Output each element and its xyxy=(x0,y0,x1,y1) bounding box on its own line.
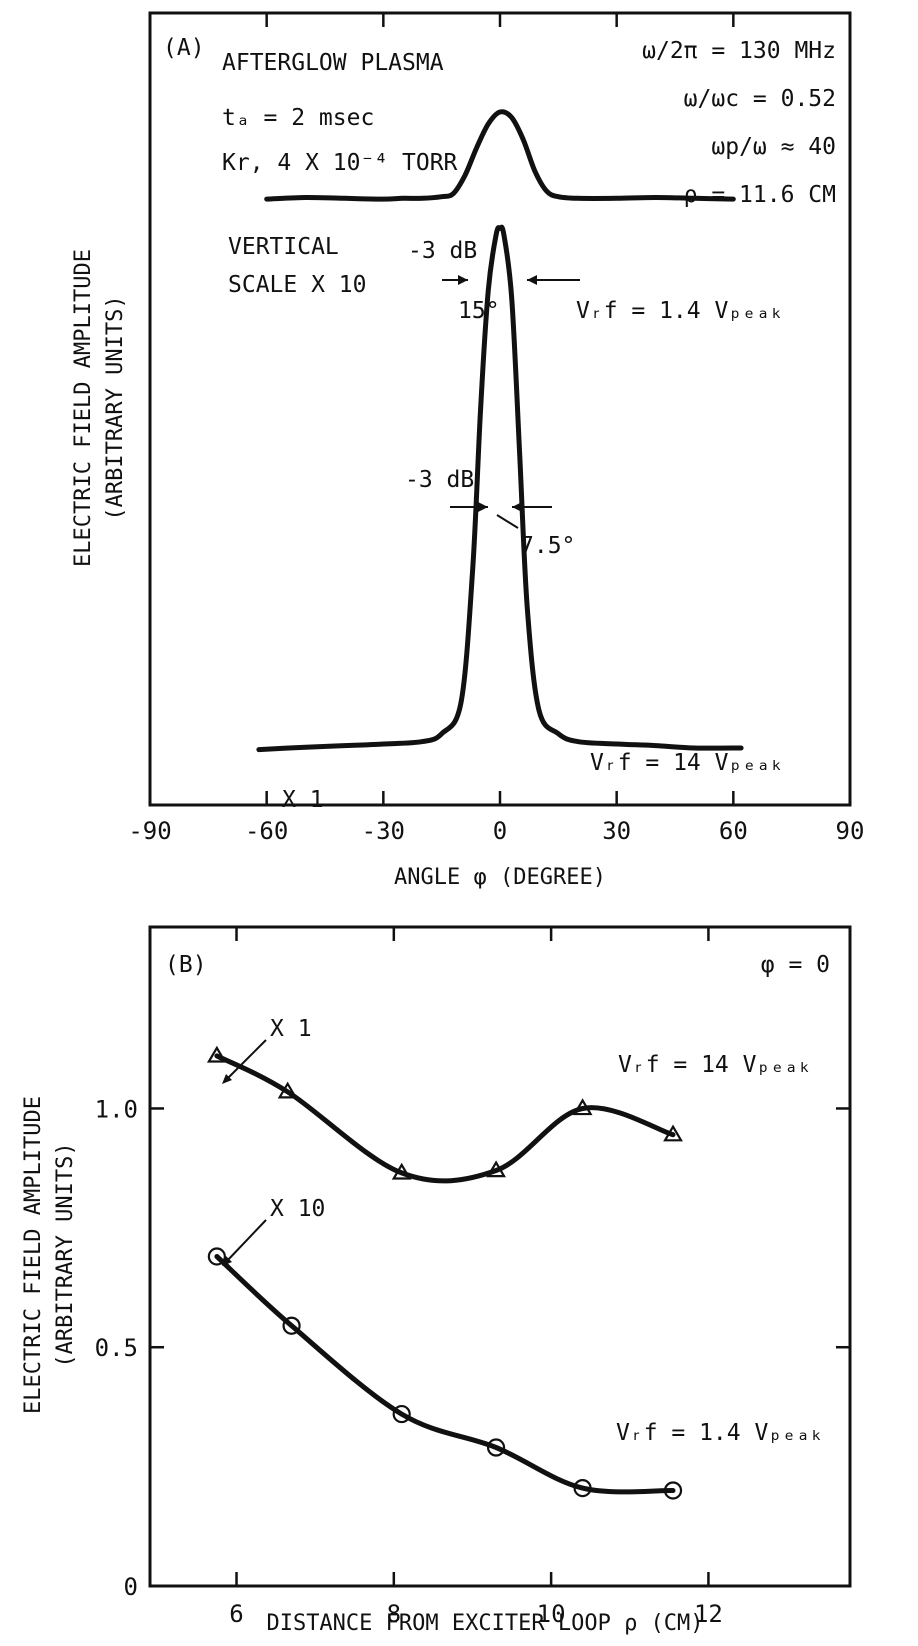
panel-b-xlabel: DISTANCE FROM EXCITER LOOP ρ (CM) xyxy=(266,1611,703,1636)
upper-width-arrowhead-left xyxy=(458,275,468,285)
x1-b-pointer xyxy=(225,1039,267,1081)
upper-width-arrowhead-right xyxy=(527,275,537,285)
panel-b-series-1-line xyxy=(214,1053,676,1184)
b-xtick-label: 6 xyxy=(229,1600,243,1628)
legend-b-lower: Vᵣf = 1.4 Vₚₑₐₖ xyxy=(616,1420,824,1446)
b-ytick-label: 0 xyxy=(124,1573,138,1601)
a-xtick-label: 30 xyxy=(602,817,631,845)
a-xtick-label: -90 xyxy=(128,817,171,845)
circle-marker xyxy=(207,1247,226,1266)
triangle-marker xyxy=(663,1124,683,1142)
circle-marker xyxy=(392,1404,411,1424)
wwc-annotation: ω/ωc = 0.52 xyxy=(684,86,836,112)
panel-b-ylabel-line1: ELECTRIC FIELD AMPLITUDE xyxy=(21,1096,46,1414)
panel-b-ticks xyxy=(150,927,850,1588)
circle-marker xyxy=(282,1316,301,1335)
lower-width-pointer xyxy=(496,514,519,529)
a-xtick-label: 60 xyxy=(719,817,748,845)
legend-b-upper: Vᵣf = 14 Vₚₑₐₖ xyxy=(618,1052,812,1078)
frequency-annotation: ω/2π = 130 MHz xyxy=(642,38,836,64)
rho-annotation: ρ = 11.6 CM xyxy=(684,182,836,208)
b-ytick-label: 0.5 xyxy=(95,1334,138,1362)
panel-b: 6 8 10 12 0 0.5 1.0 (B) φ = 0 X 1 X 10 Vᵣf = 1… xyxy=(21,925,852,1636)
panel-a-series xyxy=(256,109,744,753)
x1-b-annotation: X 1 xyxy=(270,1016,312,1042)
upper-db-label: -3 dB xyxy=(408,238,477,264)
panel-a-series-2-line xyxy=(256,224,744,753)
a-xtick-label: -60 xyxy=(245,817,288,845)
upper-width-label: 15° xyxy=(458,298,500,324)
b-xtick-label: 8 xyxy=(387,1600,401,1628)
panel-b-series-2-line xyxy=(214,1254,676,1495)
panel-a-ylabel-line2: (ARBITRARY UNITS) xyxy=(103,295,128,520)
b-xtick-label: 10 xyxy=(537,1600,566,1628)
panel-a: -90 -60 -30 0 30 60 90 (A) AFTERGLOW PLASMA tₐ… xyxy=(71,11,864,890)
triangle-marker xyxy=(206,1045,227,1063)
legend-a-lower: Vᵣf = 14 Vₚₑₐₖ xyxy=(590,750,784,776)
x10-b-pointer xyxy=(225,1219,267,1263)
triangle-marker xyxy=(572,1098,593,1116)
panel-a-tick-labels: -90 -60 -30 0 30 60 90 xyxy=(128,817,864,845)
phi-annotation: φ = 0 xyxy=(761,952,830,978)
plasma-annotation: AFTERGLOW PLASMA xyxy=(222,50,444,76)
b-ytick-label: 1.0 xyxy=(95,1095,138,1123)
triangle-marker xyxy=(277,1081,298,1099)
panel-b-series xyxy=(214,1053,676,1495)
circle-marker xyxy=(573,1479,592,1498)
a-xtick-label: 90 xyxy=(836,817,865,845)
lower-db-label: -3 dB xyxy=(405,467,474,493)
panel-a-ticks xyxy=(148,13,852,805)
vertical-scale-line2: SCALE X 10 xyxy=(228,272,366,298)
panel-b-frame xyxy=(148,925,852,1588)
panel-a-label: (A) xyxy=(163,35,205,61)
circle-marker xyxy=(486,1438,506,1457)
circle-marker xyxy=(663,1481,683,1500)
legend-a-upper: Vᵣf = 1.4 Vₚₑₐₖ xyxy=(576,298,784,324)
panel-a-ylabel-line1: ELECTRIC FIELD AMPLITUDE xyxy=(71,249,96,567)
wpw-annotation: ωp/ω ≈ 40 xyxy=(711,134,836,160)
a-xtick-label: -30 xyxy=(362,817,405,845)
panel-b-tick-labels: 6 8 10 12 0 0.5 1.0 xyxy=(95,1095,723,1628)
x10-b-annotation: X 10 xyxy=(270,1196,325,1222)
triangle-marker xyxy=(486,1160,506,1178)
x1-b-pointer-head xyxy=(222,1074,232,1084)
ta-annotation: tₐ = 2 msec xyxy=(222,105,374,131)
b-xtick-label: 12 xyxy=(694,1600,723,1628)
vertical-scale-line1: VERTICAL xyxy=(228,234,339,260)
gas-annotation: Kr, 4 X 10⁻⁴ TORR xyxy=(222,150,458,176)
panel-b-markers xyxy=(206,1045,683,1500)
x1-annotation: X 1 xyxy=(282,787,324,813)
panel-a-xlabel: ANGLE φ (DEGREE) xyxy=(394,865,606,890)
panel-a-series-1-line xyxy=(264,109,736,202)
a-xtick-label: 0 xyxy=(493,817,507,845)
lower-width-arrowhead-left xyxy=(478,502,488,512)
panel-b-label: (B) xyxy=(165,952,207,978)
lower-width-label: 7.5° xyxy=(520,533,575,559)
panel-b-ylabel-line2: (ARBITRARY UNITS) xyxy=(53,1142,78,1367)
triangle-marker xyxy=(391,1162,412,1180)
panel-a-frame xyxy=(148,11,852,807)
